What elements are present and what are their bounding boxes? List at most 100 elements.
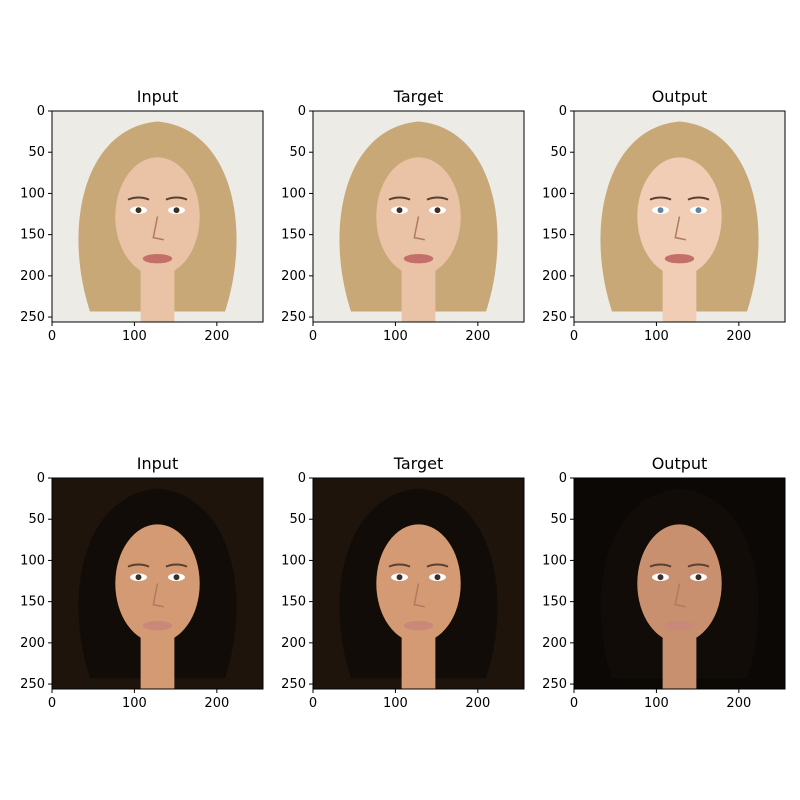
lips-shape — [664, 621, 695, 631]
y-tick-label: 0 — [298, 104, 306, 119]
blonde-woman-portrait-icon — [574, 111, 785, 322]
right-brow — [426, 196, 449, 201]
right-iris — [434, 207, 441, 214]
right-brow — [687, 196, 710, 201]
y-tick-label: 200 — [20, 636, 45, 651]
y-tick-label: 250 — [281, 677, 306, 692]
left-iris — [135, 207, 142, 214]
y-tick-label: 0 — [37, 104, 45, 119]
x-tick-label: 100 — [122, 329, 147, 344]
y-tick-label: 100 — [20, 553, 45, 568]
lips-shape — [403, 621, 434, 631]
x-tick-label: 200 — [204, 696, 229, 711]
y-tick-label: 250 — [20, 677, 45, 692]
x-tick-label: 100 — [644, 696, 669, 711]
x-tick-label: 0 — [570, 329, 578, 344]
left-brow — [127, 196, 150, 201]
x-tick-label: 200 — [465, 329, 490, 344]
y-tick-label: 0 — [298, 471, 306, 486]
y-tick-label: 150 — [281, 595, 306, 610]
left-brow — [649, 196, 672, 201]
nose-line — [413, 216, 425, 241]
x-tick-label: 200 — [726, 329, 751, 344]
y-tick-label: 150 — [20, 228, 45, 243]
face-drawing — [574, 478, 785, 689]
nose-line — [152, 216, 164, 241]
y-tick-label: 200 — [20, 269, 45, 284]
y-tick-label: 250 — [542, 677, 567, 692]
x-tick-label: 200 — [204, 329, 229, 344]
x-tick-label: 200 — [465, 696, 490, 711]
left-brow — [127, 563, 150, 568]
right-iris — [173, 574, 180, 581]
panel-title: Input — [136, 87, 179, 106]
y-tick-label: 150 — [20, 595, 45, 610]
panel-title: Target — [393, 87, 444, 106]
y-tick-label: 50 — [28, 145, 45, 160]
right-iris — [695, 207, 702, 214]
panel-title: Input — [136, 454, 179, 473]
x-tick-label: 0 — [309, 696, 317, 711]
left-brow — [388, 563, 411, 568]
y-tick-label: 50 — [28, 512, 45, 527]
left-brow — [649, 563, 672, 568]
left-iris — [396, 574, 403, 581]
y-tick-label: 0 — [37, 471, 45, 486]
lips-shape — [664, 254, 695, 264]
dark-hair-woman-portrait-icon — [52, 478, 263, 689]
panel-title: Target — [393, 454, 444, 473]
x-tick-label: 100 — [383, 329, 408, 344]
y-tick-label: 0 — [559, 471, 567, 486]
nose-line — [674, 216, 686, 241]
panel-title: Output — [651, 87, 708, 106]
axes-frame — [51, 110, 264, 323]
right-brow — [165, 196, 188, 201]
left-iris — [657, 574, 664, 581]
right-brow — [426, 563, 449, 568]
dark-hair-woman-portrait-icon — [313, 478, 524, 689]
left-iris — [657, 207, 664, 214]
y-tick-label: 50 — [289, 145, 306, 160]
x-tick-label: 100 — [383, 696, 408, 711]
y-tick-label: 150 — [542, 228, 567, 243]
right-iris — [434, 574, 441, 581]
y-tick-label: 200 — [281, 636, 306, 651]
x-tick-label: 200 — [726, 696, 751, 711]
nose-line — [413, 583, 425, 608]
dark-hair-woman-portrait-icon — [574, 478, 785, 689]
x-tick-label: 100 — [122, 696, 147, 711]
right-brow — [687, 563, 710, 568]
lips-shape — [403, 254, 434, 264]
axes-frame — [573, 110, 786, 323]
y-tick-label: 100 — [281, 186, 306, 201]
left-iris — [396, 207, 403, 214]
y-tick-label: 150 — [281, 228, 306, 243]
lips-shape — [142, 254, 173, 264]
right-brow — [165, 563, 188, 568]
axes-frame — [51, 477, 264, 690]
blonde-woman-portrait-icon — [313, 111, 524, 322]
right-iris — [695, 574, 702, 581]
y-tick-label: 100 — [281, 553, 306, 568]
y-tick-label: 100 — [542, 553, 567, 568]
left-iris — [135, 574, 142, 581]
y-tick-label: 250 — [20, 310, 45, 325]
y-tick-label: 200 — [542, 636, 567, 651]
axes-frame — [312, 477, 525, 690]
right-iris — [173, 207, 180, 214]
y-tick-label: 250 — [281, 310, 306, 325]
y-tick-label: 200 — [281, 269, 306, 284]
face-drawing — [313, 478, 524, 689]
x-tick-label: 0 — [309, 329, 317, 344]
face-drawing — [313, 111, 524, 322]
axes-frame — [312, 110, 525, 323]
panel-title: Output — [651, 454, 708, 473]
y-tick-label: 50 — [550, 145, 567, 160]
face-drawing — [52, 478, 263, 689]
lips-shape — [142, 621, 173, 631]
